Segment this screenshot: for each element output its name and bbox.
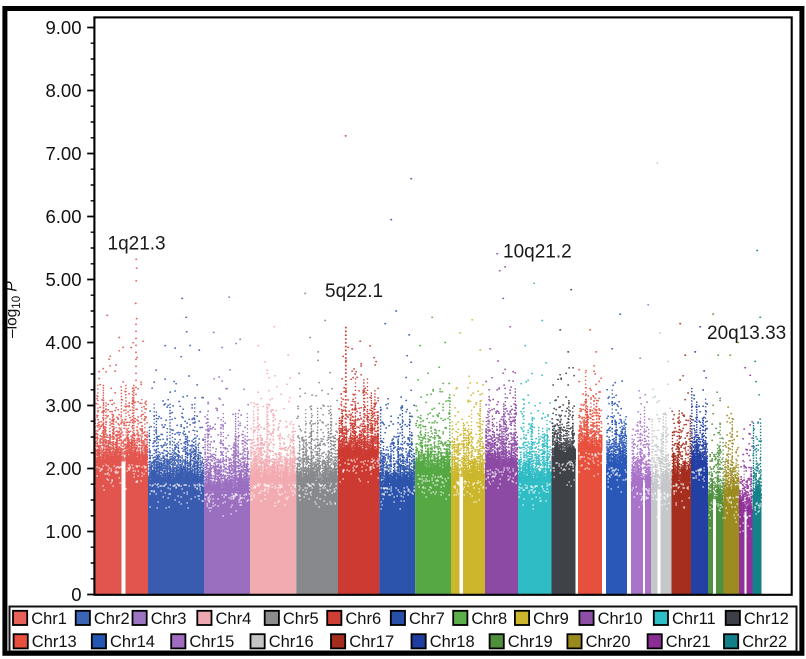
svg-text:1.00: 1.00	[45, 521, 81, 542]
svg-text:6.00: 6.00	[45, 206, 81, 227]
svg-text:5.00: 5.00	[45, 269, 81, 290]
svg-text:Chr9: Chr9	[533, 610, 569, 628]
svg-text:3.00: 3.00	[45, 395, 81, 416]
svg-text:Chr6: Chr6	[345, 610, 381, 628]
svg-text:Chr3: Chr3	[151, 610, 187, 628]
svg-text:0: 0	[71, 584, 81, 605]
svg-text:10q21.2: 10q21.2	[503, 242, 572, 263]
svg-text:Chr15: Chr15	[189, 633, 234, 651]
svg-text:4.00: 4.00	[45, 332, 81, 353]
svg-text:Chr13: Chr13	[32, 633, 77, 651]
svg-text:Chr8: Chr8	[471, 610, 507, 628]
svg-text:9.00: 9.00	[45, 17, 81, 38]
svg-text:Chr7: Chr7	[409, 610, 445, 628]
svg-text:Chr20: Chr20	[586, 633, 631, 651]
svg-text:Chr22: Chr22	[742, 633, 787, 651]
svg-text:Chr5: Chr5	[283, 610, 319, 628]
svg-text:Chr1: Chr1	[31, 610, 67, 628]
svg-text:1q21.3: 1q21.3	[108, 234, 166, 255]
svg-text:Chr12: Chr12	[744, 610, 789, 628]
svg-text:Chr16: Chr16	[269, 633, 314, 651]
svg-text:Chr18: Chr18	[430, 633, 475, 651]
svg-text:20q13.33: 20q13.33	[707, 323, 786, 344]
svg-text:Chr2: Chr2	[94, 610, 130, 628]
svg-text:5q22.1: 5q22.1	[325, 281, 383, 302]
svg-text:8.00: 8.00	[45, 80, 81, 101]
svg-text:Chr19: Chr19	[508, 633, 553, 651]
svg-text:Chr10: Chr10	[598, 610, 643, 628]
svg-text:–log10 P: –log10 P	[4, 281, 24, 338]
svg-text:Chr21: Chr21	[666, 633, 711, 651]
svg-text:Chr11: Chr11	[672, 610, 716, 628]
svg-text:Chr17: Chr17	[349, 633, 394, 651]
svg-text:Chr4: Chr4	[216, 610, 252, 628]
svg-text:7.00: 7.00	[45, 143, 81, 164]
svg-text:2.00: 2.00	[45, 458, 81, 479]
svg-text:Chr14: Chr14	[110, 633, 155, 651]
